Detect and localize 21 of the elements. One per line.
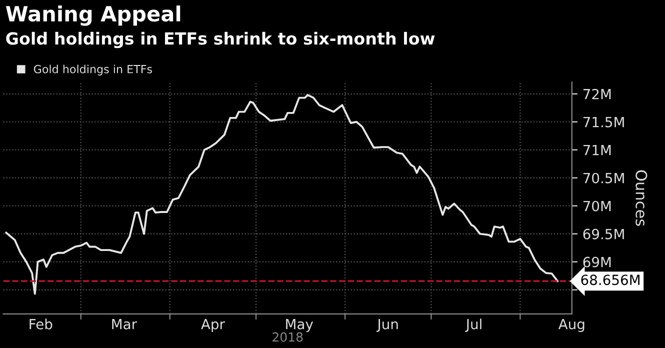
x-tick-label: Jul xyxy=(465,318,482,332)
y-tick-label: 69M xyxy=(583,256,611,268)
x-tick-label: Mar xyxy=(112,319,138,330)
y-axis-title: Ounces xyxy=(636,170,648,226)
x-tick-label: Aug xyxy=(558,319,584,332)
y-tick-label: 72M xyxy=(583,88,611,100)
x-tick-label: Jun xyxy=(376,319,398,332)
x-tick-label: Apr xyxy=(201,319,225,332)
y-tick-label: 71.5M xyxy=(583,117,624,128)
x-tick-label: May xyxy=(286,319,314,332)
y-tick-label: 71M xyxy=(583,145,611,156)
chart-title: Waning Appeal xyxy=(6,5,180,26)
x-tick-label: Feb xyxy=(30,318,52,330)
chart-subtitle: Gold holdings in ETFs shrink to six-month low xyxy=(6,32,435,48)
y-tick-label: 69.5M xyxy=(583,228,624,240)
y-tick-label: 70M xyxy=(583,200,611,212)
line-series xyxy=(5,94,559,295)
legend-label: Gold holdings in ETFs xyxy=(34,64,152,76)
ref-line-label: 68.656M xyxy=(581,274,640,286)
y-tick-label: 70.5M xyxy=(583,172,624,184)
x-axis-title: 2018 xyxy=(272,332,303,342)
